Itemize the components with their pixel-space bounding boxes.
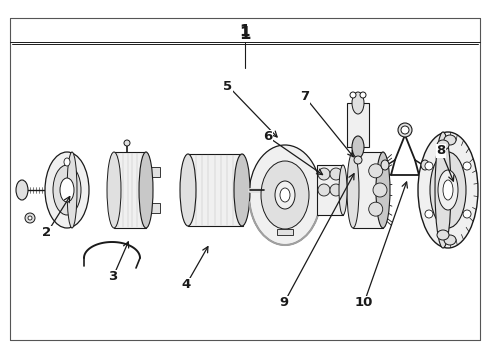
Text: 6: 6 bbox=[264, 130, 272, 144]
Bar bbox=[347, 103, 369, 147]
Ellipse shape bbox=[421, 160, 429, 170]
Ellipse shape bbox=[373, 183, 387, 197]
Ellipse shape bbox=[401, 126, 409, 134]
Ellipse shape bbox=[360, 92, 366, 98]
Ellipse shape bbox=[425, 162, 433, 170]
Ellipse shape bbox=[438, 170, 458, 210]
Ellipse shape bbox=[28, 216, 32, 220]
Ellipse shape bbox=[318, 168, 330, 180]
Ellipse shape bbox=[443, 180, 453, 200]
Text: 9: 9 bbox=[279, 297, 289, 310]
Ellipse shape bbox=[25, 213, 35, 223]
Ellipse shape bbox=[381, 160, 389, 170]
Ellipse shape bbox=[67, 152, 77, 228]
Text: 7: 7 bbox=[300, 90, 310, 104]
Bar bbox=[277, 229, 293, 235]
Ellipse shape bbox=[124, 140, 130, 146]
Text: 8: 8 bbox=[437, 144, 445, 158]
Ellipse shape bbox=[463, 162, 471, 170]
Ellipse shape bbox=[444, 135, 456, 145]
Text: 2: 2 bbox=[43, 226, 51, 239]
Ellipse shape bbox=[463, 210, 471, 218]
Ellipse shape bbox=[350, 92, 356, 98]
Bar bbox=[150, 203, 160, 213]
Ellipse shape bbox=[330, 168, 342, 180]
Ellipse shape bbox=[107, 152, 121, 228]
Ellipse shape bbox=[425, 210, 433, 218]
Ellipse shape bbox=[368, 202, 383, 216]
Ellipse shape bbox=[354, 156, 362, 164]
Ellipse shape bbox=[60, 178, 74, 202]
Text: 5: 5 bbox=[223, 80, 233, 93]
Ellipse shape bbox=[249, 145, 321, 245]
Ellipse shape bbox=[45, 152, 89, 228]
Text: 10: 10 bbox=[355, 297, 373, 310]
Ellipse shape bbox=[368, 164, 383, 178]
Bar bbox=[114, 152, 146, 228]
Ellipse shape bbox=[275, 181, 295, 209]
Text: 1: 1 bbox=[239, 25, 251, 43]
Ellipse shape bbox=[435, 132, 451, 248]
Ellipse shape bbox=[437, 140, 449, 150]
Ellipse shape bbox=[398, 123, 412, 137]
Ellipse shape bbox=[444, 235, 456, 245]
Bar bbox=[150, 167, 160, 177]
Text: 4: 4 bbox=[181, 279, 191, 292]
Bar bbox=[353, 152, 383, 228]
Ellipse shape bbox=[280, 188, 290, 202]
Ellipse shape bbox=[16, 180, 28, 200]
Bar bbox=[188, 154, 243, 226]
Text: 1: 1 bbox=[240, 24, 250, 40]
Ellipse shape bbox=[339, 165, 347, 215]
Ellipse shape bbox=[418, 132, 478, 248]
Ellipse shape bbox=[352, 92, 364, 114]
Ellipse shape bbox=[347, 152, 359, 228]
Ellipse shape bbox=[437, 230, 449, 240]
Ellipse shape bbox=[234, 154, 250, 226]
Ellipse shape bbox=[376, 152, 390, 228]
Ellipse shape bbox=[318, 184, 330, 196]
Ellipse shape bbox=[430, 152, 466, 228]
Ellipse shape bbox=[180, 154, 196, 226]
Ellipse shape bbox=[330, 184, 342, 196]
Ellipse shape bbox=[139, 152, 153, 228]
Ellipse shape bbox=[261, 161, 309, 229]
Ellipse shape bbox=[53, 165, 81, 215]
Bar bbox=[317, 165, 343, 215]
Text: 3: 3 bbox=[108, 270, 118, 284]
Ellipse shape bbox=[64, 158, 70, 166]
Ellipse shape bbox=[352, 136, 364, 158]
